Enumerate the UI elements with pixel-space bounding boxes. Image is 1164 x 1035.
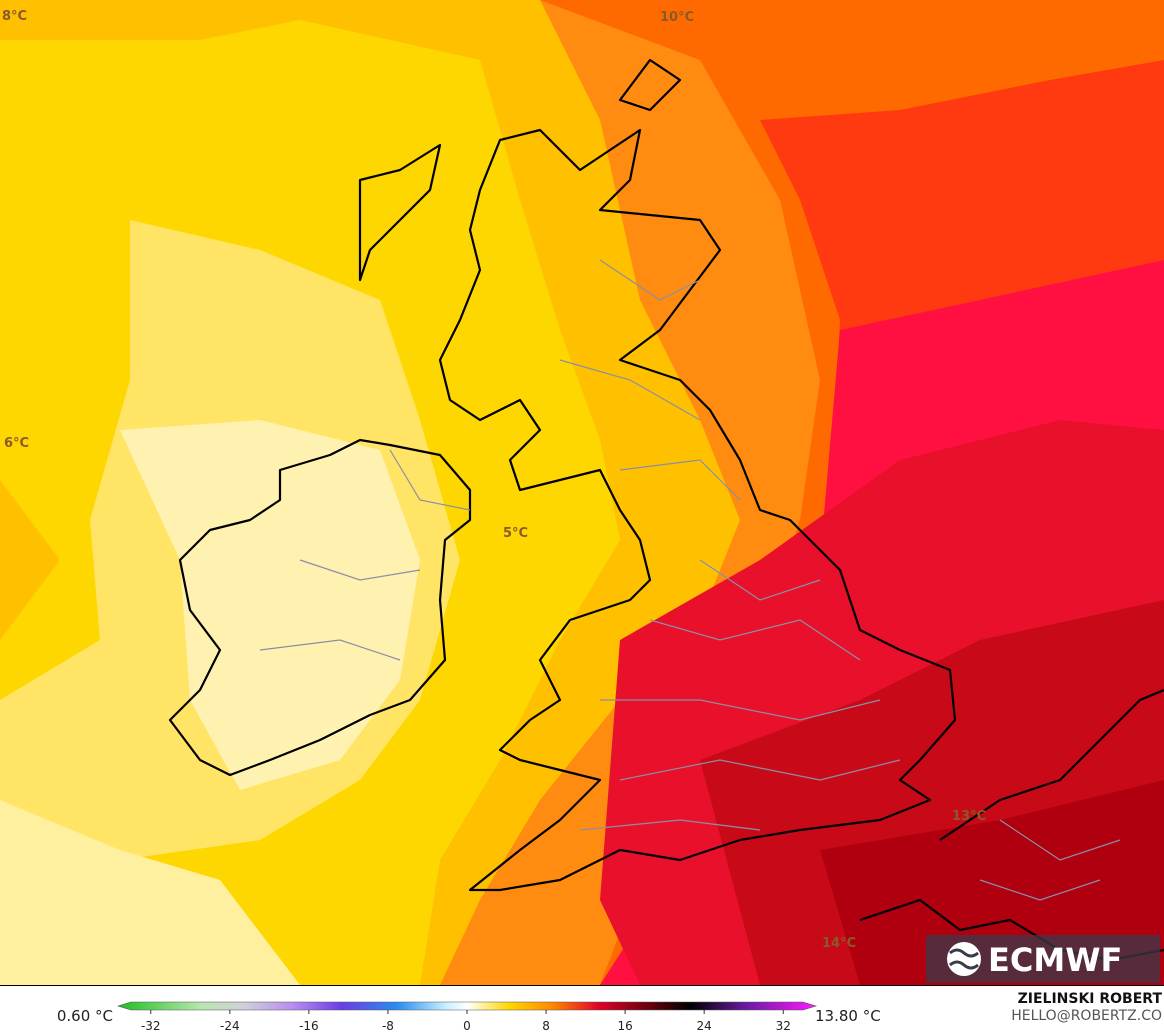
credit-name: ZIELINSKI ROBERT xyxy=(1018,991,1163,1007)
max-label: 13.80 °C xyxy=(815,1007,881,1025)
colorbar-tick-label: -16 xyxy=(299,1019,319,1033)
contour-label: 6°C xyxy=(4,436,29,451)
colorbar-tick-label: 16 xyxy=(617,1019,632,1033)
colorbar-tick-label: 8 xyxy=(542,1019,550,1033)
colorbar-tick-label: -32 xyxy=(141,1019,161,1033)
colorbar-tick-label: 0 xyxy=(463,1019,471,1033)
min-label: 0.60 °C xyxy=(57,1007,113,1025)
temperature-field xyxy=(0,0,1164,985)
logo-text: ECMWF xyxy=(988,941,1122,979)
colorbar-tick-label: 24 xyxy=(697,1019,712,1033)
colorbar-tick-label: 32 xyxy=(776,1019,791,1033)
colorbar-bar xyxy=(116,1001,818,1011)
contour-label: 14°C xyxy=(822,936,856,951)
contour-label: 5°C xyxy=(503,526,528,541)
colorbar-tick-label: -8 xyxy=(382,1019,394,1033)
contour-label: 13°C xyxy=(952,809,986,824)
credit-email: HELLO@ROBERTZ.CO xyxy=(1011,1008,1162,1024)
logo: ECMWF xyxy=(926,935,1160,983)
contour-label: 8°C xyxy=(2,9,27,24)
borders xyxy=(259,259,1121,901)
colorbar-tick-label: -24 xyxy=(220,1019,240,1033)
contour-label: 10°C xyxy=(660,10,694,25)
colorbar: 0.60 °C 13.80 °C -32 -24 -16 -8 0 8 16 24 32 xyxy=(57,1001,881,1033)
